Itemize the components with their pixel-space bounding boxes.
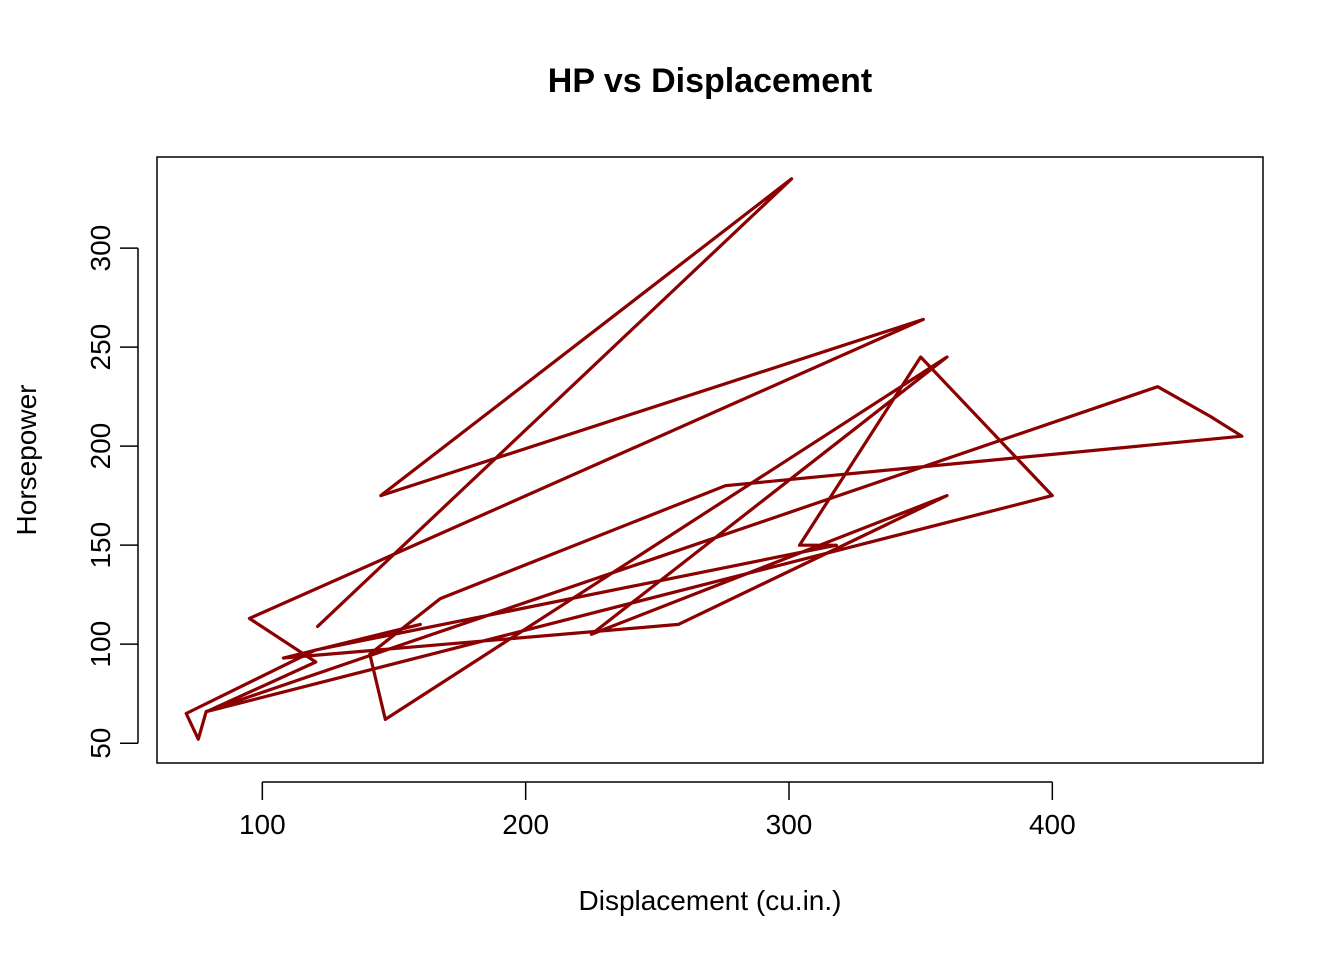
x-axis: 100 200 300 400 (239, 781, 1076, 840)
x-tick-label: 100 (239, 809, 286, 840)
x-tick-label: 200 (502, 809, 549, 840)
chart-title: HP vs Displacement (548, 62, 872, 100)
x-axis-label: Displacement (cu.in.) (579, 885, 842, 916)
y-tick-label: 100 (85, 621, 116, 668)
plot-frame (156, 156, 1264, 764)
y-tick-label: 300 (85, 225, 116, 272)
y-tick-label: 250 (85, 324, 116, 371)
y-tick-label: 50 (85, 728, 116, 759)
y-tick-label: 150 (85, 522, 116, 569)
x-tick-label: 400 (1029, 809, 1076, 840)
y-tick-label: 200 (85, 423, 116, 470)
series-line (184, 177, 1244, 741)
y-axis-label: Horsepower (11, 385, 42, 536)
y-axis: 50 100 150 200 250 300 (85, 225, 139, 759)
x-tick-label: 300 (766, 809, 813, 840)
